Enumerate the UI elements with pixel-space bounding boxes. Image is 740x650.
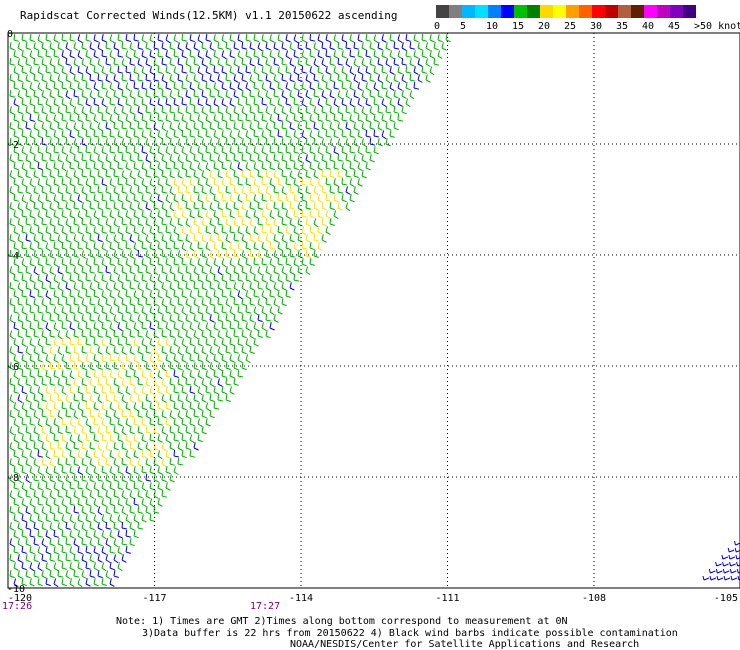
scale-swatch [683,5,696,18]
scale-swatch [618,5,631,18]
scale-swatch [670,5,683,18]
scale-label: 10 [486,21,499,32]
wind-barbs-blue [9,34,423,588]
scale-swatch [488,5,501,18]
scale-swatch [592,5,605,18]
scale-swatch [436,5,449,18]
scale-swatch [631,5,644,18]
scale-swatch [527,5,540,18]
scale-swatch [462,5,475,18]
scale-swatch [566,5,579,18]
wind-barbs-green [9,34,451,588]
scale-label: 40 [642,21,655,32]
time-label: 17:26 [2,601,32,612]
latitude-label: 0 [7,29,13,40]
longitude-label: -117 [142,593,166,604]
latitude-label: -4 [7,251,19,262]
map-frame [7,32,740,589]
scale-label: 25 [564,21,577,32]
longitude-label: -120 [8,593,32,604]
note-line-2: 3)Data buffer is 22 hrs from 20150622 4)… [142,628,678,639]
latitude-label: -8 [7,473,19,484]
longitude-label: -108 [582,593,606,604]
scale-label: 35 [616,21,629,32]
longitude-label: -114 [289,593,313,604]
scale-swatch [501,5,514,18]
scale-label: 45 [668,21,681,32]
note-line-3: NOAA/NESDIS/Center for Satellite Applica… [290,639,640,650]
scale-swatch [475,5,488,18]
scale-swatch [514,5,527,18]
latitude-label: -6 [7,362,19,373]
scale-label: 5 [460,21,467,32]
note-line-1: Note: 1) Times are GMT 2)Times along bot… [116,616,568,627]
scale-swatch [449,5,462,18]
scale-swatch [553,5,566,18]
map-title: Rapidscat Corrected Winds(12.5KM) v1.1 2… [20,9,398,22]
wind-speed-color-scale [436,5,696,18]
scale-label: >50 knots [694,21,740,32]
latitude-label: -2 [7,140,19,151]
scale-swatch [579,5,592,18]
scale-label: 20 [538,21,551,32]
scale-swatch [657,5,670,18]
longitude-label: -105 [714,593,738,604]
wind-barb-swath-east [702,540,740,581]
latitude-label: -10 [7,584,25,595]
wind-barbs-yellow [41,170,343,468]
scale-swatch [605,5,618,18]
scale-swatch [644,5,657,18]
grid-lines [8,33,740,588]
time-label: 17:27 [250,601,280,612]
wind-barbs-east [702,540,740,581]
longitude-label: -111 [435,593,459,604]
scale-swatch [540,5,553,18]
scale-label: 30 [590,21,603,32]
scale-label: 0 [434,21,441,32]
wind-barb-swath [9,34,451,588]
scale-label: 15 [512,21,525,32]
